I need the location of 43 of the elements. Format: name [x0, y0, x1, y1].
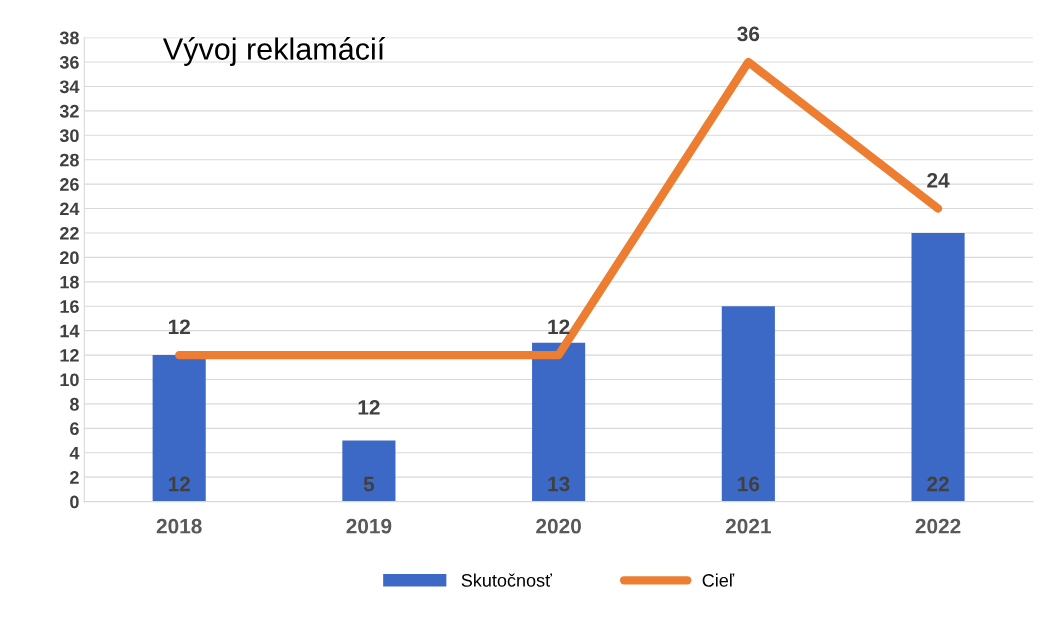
y-tick-label: 10 — [60, 373, 79, 387]
x-tick-label: 2020 — [536, 518, 581, 534]
x-tick-label: 2018 — [156, 518, 202, 534]
bar — [152, 355, 206, 502]
data-label: 12 — [358, 400, 380, 415]
y-tick-label: 14 — [60, 324, 80, 338]
y-tick-label: 36 — [59, 55, 79, 69]
y-tick-label: 4 — [69, 446, 80, 460]
y-tick-label: 26 — [60, 178, 79, 191]
y-tick-label: 22 — [60, 226, 79, 240]
data-label: 12 — [548, 319, 570, 335]
data-label: 5 — [363, 476, 375, 492]
y-tick-label: 16 — [60, 300, 79, 313]
data-label: 13 — [548, 476, 570, 492]
bar — [342, 440, 396, 502]
legend-label: Skutočnosť — [461, 573, 553, 587]
y-tick-label: 12 — [60, 349, 79, 362]
data-label: 12 — [168, 476, 190, 492]
y-tick-label: 20 — [60, 251, 79, 265]
y-tick-label: 32 — [59, 104, 79, 118]
y-tick-label: 24 — [60, 202, 80, 216]
y-tick-label: 18 — [60, 275, 79, 289]
y-tick-label: 2 — [70, 471, 79, 484]
bar — [911, 232, 965, 502]
y-tick-label: 38 — [59, 31, 79, 45]
y-tick-label: 0 — [70, 495, 79, 509]
y-tick-label: 6 — [70, 422, 79, 436]
data-label: 16 — [738, 476, 760, 492]
data-label: 24 — [927, 173, 950, 188]
bar — [532, 342, 586, 502]
chart-title: Vývoj reklamácií — [162, 37, 386, 66]
y-tick-label: 30 — [59, 129, 79, 143]
data-label: 36 — [737, 26, 760, 42]
y-tick-label: 28 — [60, 153, 79, 167]
x-tick-label: 2022 — [915, 518, 961, 534]
y-tick-label: 34 — [59, 80, 80, 94]
data-label: 22 — [927, 476, 949, 492]
bar — [721, 306, 775, 502]
x-tick-label: 2021 — [725, 518, 771, 534]
data-label: 12 — [168, 319, 190, 335]
x-tick-label: 2019 — [346, 518, 392, 534]
y-tick-label: 8 — [69, 397, 79, 411]
legend-label: Cieľ — [702, 573, 735, 587]
